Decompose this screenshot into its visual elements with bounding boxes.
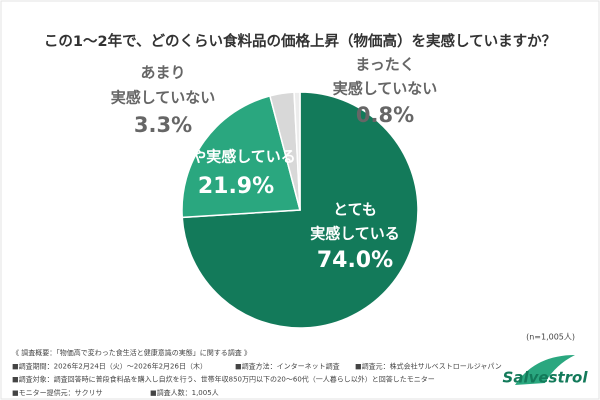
value-label: 21.9%	[198, 174, 274, 199]
slice-label: まったく	[355, 56, 414, 74]
survey-note: ■調査元：株式会社サルベストロールジャパン	[355, 361, 502, 370]
logo-text: Salvestrol	[503, 369, 589, 387]
slice-label: 実感していない	[111, 89, 216, 107]
survey-note: ■調査人数：1,005人	[150, 388, 219, 397]
slice-label: とても	[333, 201, 377, 219]
sample-size: (n=1,005人)	[526, 333, 575, 342]
survey-note: ■調査期間：2026年2月24日（火）～2026年2月26日（木）	[12, 361, 207, 370]
slice-label: あまり	[140, 64, 185, 82]
pie-slice	[293, 91, 301, 211]
slice-label: やや実感している	[176, 148, 296, 166]
value-label: 0.8%	[356, 103, 414, 127]
survey-note: ■調査方法：インターネット調査	[235, 361, 340, 370]
survey-note: ■モニター提供元：サクリサ	[12, 388, 103, 397]
slice-label: 実感している	[310, 225, 400, 243]
logo-swoosh	[515, 355, 575, 385]
value-label: 74.0%	[317, 248, 393, 273]
logo: Salvestrol	[503, 355, 589, 387]
value-label: 3.3%	[134, 113, 192, 137]
pie-slice	[181, 94, 301, 219]
slice-label: 実感していない	[333, 80, 438, 98]
survey-note: ■調査対象：調査回答時に普段食料品を購入し自炊を行う、世帯年収850万円以下の2…	[12, 375, 435, 384]
chart-title: この1〜2年で、どのくらい食料品の価格上昇（物価高）を実感していますか？	[44, 32, 556, 50]
survey-note: 《 調査概要：「物価高で変わった食生活と健康意識の実態」に関する調査 》	[12, 348, 251, 357]
